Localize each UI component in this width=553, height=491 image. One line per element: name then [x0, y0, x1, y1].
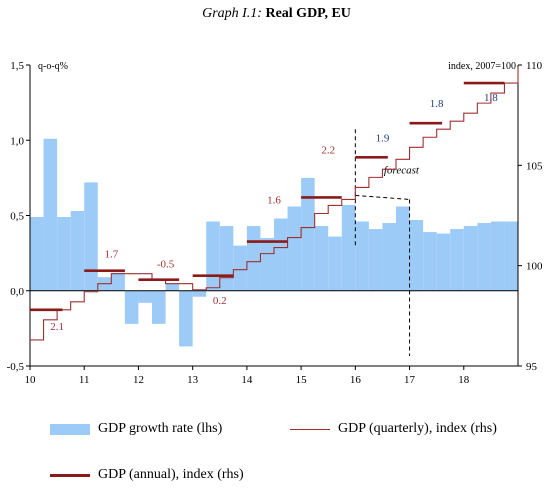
x-tick-label-7: 17: [404, 374, 416, 386]
x-tick-label-3: 13: [187, 374, 199, 386]
gdp-chart: 1,5 1,0 0,5 0,0 -0,5 110 105 100 95 10 11 12 13 14 15 1…: [7, 60, 543, 386]
x-tick-label-6: 16: [350, 374, 362, 386]
left-axis-label: q-o-q%: [38, 61, 68, 72]
legend-label-quarterly: GDP (quarterly), index (rhs): [338, 421, 497, 436]
bar-growth-23: [341, 204, 356, 291]
bar-growth-2: [57, 217, 71, 291]
legend-swatch-quarterly: [290, 428, 330, 430]
bar-growth-14: [219, 226, 234, 291]
bar-growth-30: [436, 233, 451, 291]
forecast-label: forecast: [384, 164, 420, 176]
bar-growth-25: [368, 229, 383, 291]
bar-growth-16: [246, 226, 261, 291]
bar-growth-11: [179, 290, 193, 347]
bar-growth-33: [477, 223, 491, 291]
bar-growth-28: [409, 220, 424, 291]
x-tick-label-2: 12: [133, 374, 144, 386]
annual-growth-label-7: 1.8: [430, 98, 444, 110]
annual-growth-label-4: 1.6: [267, 194, 281, 206]
bar-growth-12: [192, 290, 207, 297]
quarterly-gdp-line: [30, 67, 519, 341]
x-tick-label-5: 15: [296, 374, 308, 386]
right-tick-label-2: 100: [526, 261, 543, 273]
bar-growth-4: [84, 182, 98, 291]
right-axis-label: index, 2007=100: [448, 61, 516, 72]
legend-swatch-bars: [50, 423, 90, 435]
legend-label-bars: GDP growth rate (lhs): [98, 421, 223, 436]
chart-title: Graph I.1: Real GDP, EU: [0, 6, 553, 22]
bar-growth-19: [287, 206, 302, 291]
annual-growth-label-5: 2.2: [321, 144, 335, 156]
bar-growth-9: [152, 290, 166, 324]
bar-growth-13: [206, 221, 220, 291]
x-tick-label-8: 18: [458, 374, 470, 386]
annual-growth-label-1: 1.7: [104, 249, 118, 261]
legend-label-annual: GDP (annual), index (rhs): [98, 467, 244, 482]
right-tick-label-1: 105: [526, 160, 543, 172]
chart-title-main: Real GDP, EU: [265, 6, 351, 21]
legend-item-annual: GDP (annual), index (rhs): [50, 467, 244, 483]
bar-growth-26: [382, 223, 396, 291]
chart-title-prefix: Graph I.1:: [202, 6, 262, 21]
bar-growth-3: [70, 210, 85, 291]
bar-growth-17: [260, 238, 274, 291]
left-tick-label-0: 1,5: [10, 60, 24, 72]
bar-growth-8: [138, 290, 152, 303]
left-tick-label-3: 0,0: [10, 286, 24, 298]
bar-growth-21: [314, 226, 329, 291]
bar-growth-22: [328, 236, 342, 291]
bar-growth-27: [396, 206, 410, 291]
bar-growth-7: [124, 290, 139, 324]
bar-growth-20: [301, 177, 315, 291]
bar-growth-10: [165, 283, 180, 291]
annual-growth-label-8: 1.8: [484, 92, 498, 104]
x-tick-label-1: 11: [79, 374, 90, 386]
annual-growth-label-6: 1.9: [376, 132, 390, 144]
legend-item-bars: GDP growth rate (lhs): [50, 421, 222, 437]
bar-growth-15: [233, 245, 247, 291]
bar-growth-6: [111, 272, 125, 291]
right-tick-label-0: 110: [526, 60, 543, 72]
bar-growth-34: [490, 221, 505, 291]
left-tick-label-1: 1,0: [10, 135, 24, 147]
x-tick-label-0: 10: [25, 374, 37, 386]
legend-item-quarterly: GDP (quarterly), index (rhs): [290, 421, 497, 437]
bar-growth-24: [355, 221, 369, 291]
bar-growth-29: [423, 232, 437, 291]
forecast-divider-link: [355, 194, 410, 200]
bar-growth-31: [450, 229, 464, 291]
annual-growth-label-2: -0.5: [157, 259, 175, 271]
left-tick-label-4: -0,5: [7, 361, 25, 373]
bar-growth-35: [504, 221, 518, 291]
right-tick-label-3: 95: [526, 361, 538, 373]
bar-growth-32: [463, 226, 478, 291]
bar-growth-18: [274, 218, 288, 291]
bar-growth-1: [43, 138, 58, 291]
legend-swatch-annual: [50, 473, 90, 477]
annual-growth-label-3: 0.2: [213, 295, 227, 307]
left-tick-label-2: 0,5: [10, 211, 24, 223]
annual-growth-label-0: 2.1: [50, 321, 64, 333]
bar-growth-0: [30, 217, 44, 291]
x-tick-label-4: 14: [241, 374, 253, 386]
